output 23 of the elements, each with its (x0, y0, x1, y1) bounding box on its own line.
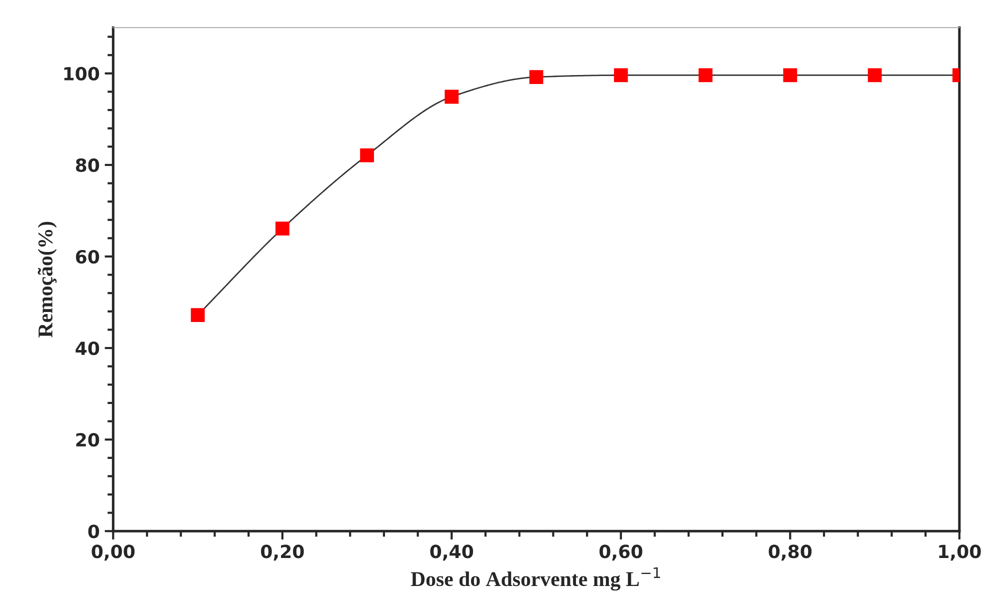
y-axis-title: Remoção(%) (38, 222, 57, 338)
x-axis-title: Dose do Adsorvente mg L$^{−1}$ (410, 567, 660, 591)
y-tick-label: 0 (88, 524, 100, 538)
x-tick-label: 0,80 (768, 544, 812, 561)
y-tick-label: 60 (76, 250, 100, 264)
x-tick-label: 0,60 (599, 544, 642, 561)
point (783, 68, 798, 82)
point (529, 70, 544, 84)
point (444, 90, 459, 104)
y-tick-label: 100 (64, 66, 100, 81)
point (868, 68, 882, 82)
point (275, 222, 290, 236)
point (698, 68, 712, 82)
point (614, 68, 628, 82)
point (190, 308, 205, 322)
x-tick-label: 1,00 (939, 544, 981, 561)
y-tick-label: 40 (76, 341, 100, 356)
x-tick-label: 0,00 (92, 544, 135, 561)
y-tick-label: 80 (76, 158, 100, 172)
x-tick-label: 0,40 (430, 544, 474, 561)
x-tick-label: 0,20 (261, 544, 304, 561)
point (360, 148, 374, 162)
y-tick-label: 20 (76, 433, 100, 447)
